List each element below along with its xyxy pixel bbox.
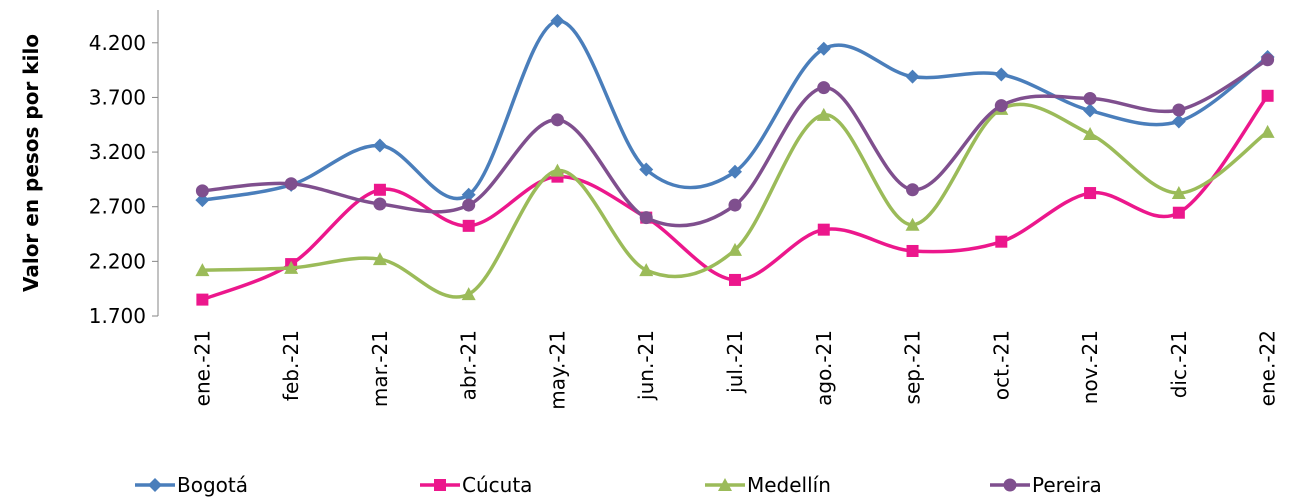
legend-marker xyxy=(1003,478,1017,492)
data-point xyxy=(994,67,1009,82)
x-tick-label: feb.-21 xyxy=(279,330,303,401)
data-point xyxy=(373,197,387,211)
data-point xyxy=(1171,114,1186,129)
x-tick-label: ene.-21 xyxy=(190,330,214,406)
y-tick-label: 4.200 xyxy=(89,31,146,55)
data-point xyxy=(462,198,476,212)
data-point xyxy=(816,41,831,56)
data-point xyxy=(817,223,830,236)
y-tick-label: 3.200 xyxy=(89,140,146,164)
data-point xyxy=(372,252,387,266)
x-tick-label: ene.-22 xyxy=(1256,330,1280,406)
x-tick-label: oct.-21 xyxy=(989,330,1013,400)
data-point xyxy=(906,244,919,257)
data-point xyxy=(550,13,565,28)
data-point xyxy=(817,81,831,95)
series-line xyxy=(202,102,1269,299)
x-tick-label: sep.-21 xyxy=(901,330,925,404)
x-tick-label: mar.-21 xyxy=(368,330,392,407)
data-point xyxy=(196,293,209,306)
data-point xyxy=(195,184,209,198)
data-point xyxy=(728,198,742,212)
data-point xyxy=(639,211,653,225)
legend-label: Medellín xyxy=(747,473,831,497)
y-tick-label: 1.700 xyxy=(89,304,146,328)
data-point xyxy=(906,183,920,197)
y-tick-label: 2.200 xyxy=(89,249,146,273)
legend-marker xyxy=(718,478,732,491)
data-point xyxy=(461,187,476,202)
data-point xyxy=(729,273,741,286)
data-point xyxy=(1171,186,1186,200)
data-point xyxy=(728,164,742,179)
data-point xyxy=(284,260,299,274)
data-point xyxy=(373,183,386,196)
data-point xyxy=(1084,187,1097,200)
data-point xyxy=(905,69,920,84)
legend-label: Pereira xyxy=(1032,473,1102,497)
legend-marker xyxy=(148,478,162,492)
data-point xyxy=(639,162,654,177)
series-line xyxy=(201,94,1270,302)
data-point xyxy=(461,287,476,301)
data-point xyxy=(994,99,1008,113)
data-point xyxy=(639,263,654,277)
x-tick-label: ago.-21 xyxy=(812,330,836,406)
data-point xyxy=(1261,89,1274,102)
x-tick-label: jul.-21 xyxy=(723,330,747,394)
data-point xyxy=(728,242,742,256)
data-point xyxy=(1083,103,1098,118)
x-tick-label: jun.-21 xyxy=(634,330,658,401)
data-point xyxy=(905,217,920,231)
data-point xyxy=(1172,103,1186,117)
legend-label: Cúcuta xyxy=(462,473,532,497)
data-point xyxy=(1083,92,1097,106)
x-tick-label: may.-21 xyxy=(545,330,569,410)
data-point xyxy=(462,219,475,232)
data-point xyxy=(1261,53,1275,67)
data-point xyxy=(195,263,210,277)
data-point xyxy=(1260,124,1275,138)
data-point xyxy=(195,193,210,208)
data-point xyxy=(550,113,564,127)
x-tick-label: abr.-21 xyxy=(457,330,481,400)
x-tick-label: dic.-21 xyxy=(1167,330,1191,398)
data-point xyxy=(550,163,565,177)
data-point xyxy=(1172,206,1185,219)
series-line xyxy=(202,19,1269,202)
data-point xyxy=(995,235,1008,248)
legend-label: Bogotá xyxy=(177,473,248,497)
data-point xyxy=(816,107,831,121)
data-point xyxy=(1083,127,1098,141)
y-tick-label: 2.700 xyxy=(89,195,146,219)
y-axis-label: Valor en pesos por kilo xyxy=(19,34,43,292)
data-point xyxy=(284,177,298,191)
legend-marker xyxy=(434,479,446,491)
data-point xyxy=(372,138,387,153)
x-tick-label: nov.-21 xyxy=(1078,330,1102,404)
y-tick-label: 3.700 xyxy=(89,85,146,109)
